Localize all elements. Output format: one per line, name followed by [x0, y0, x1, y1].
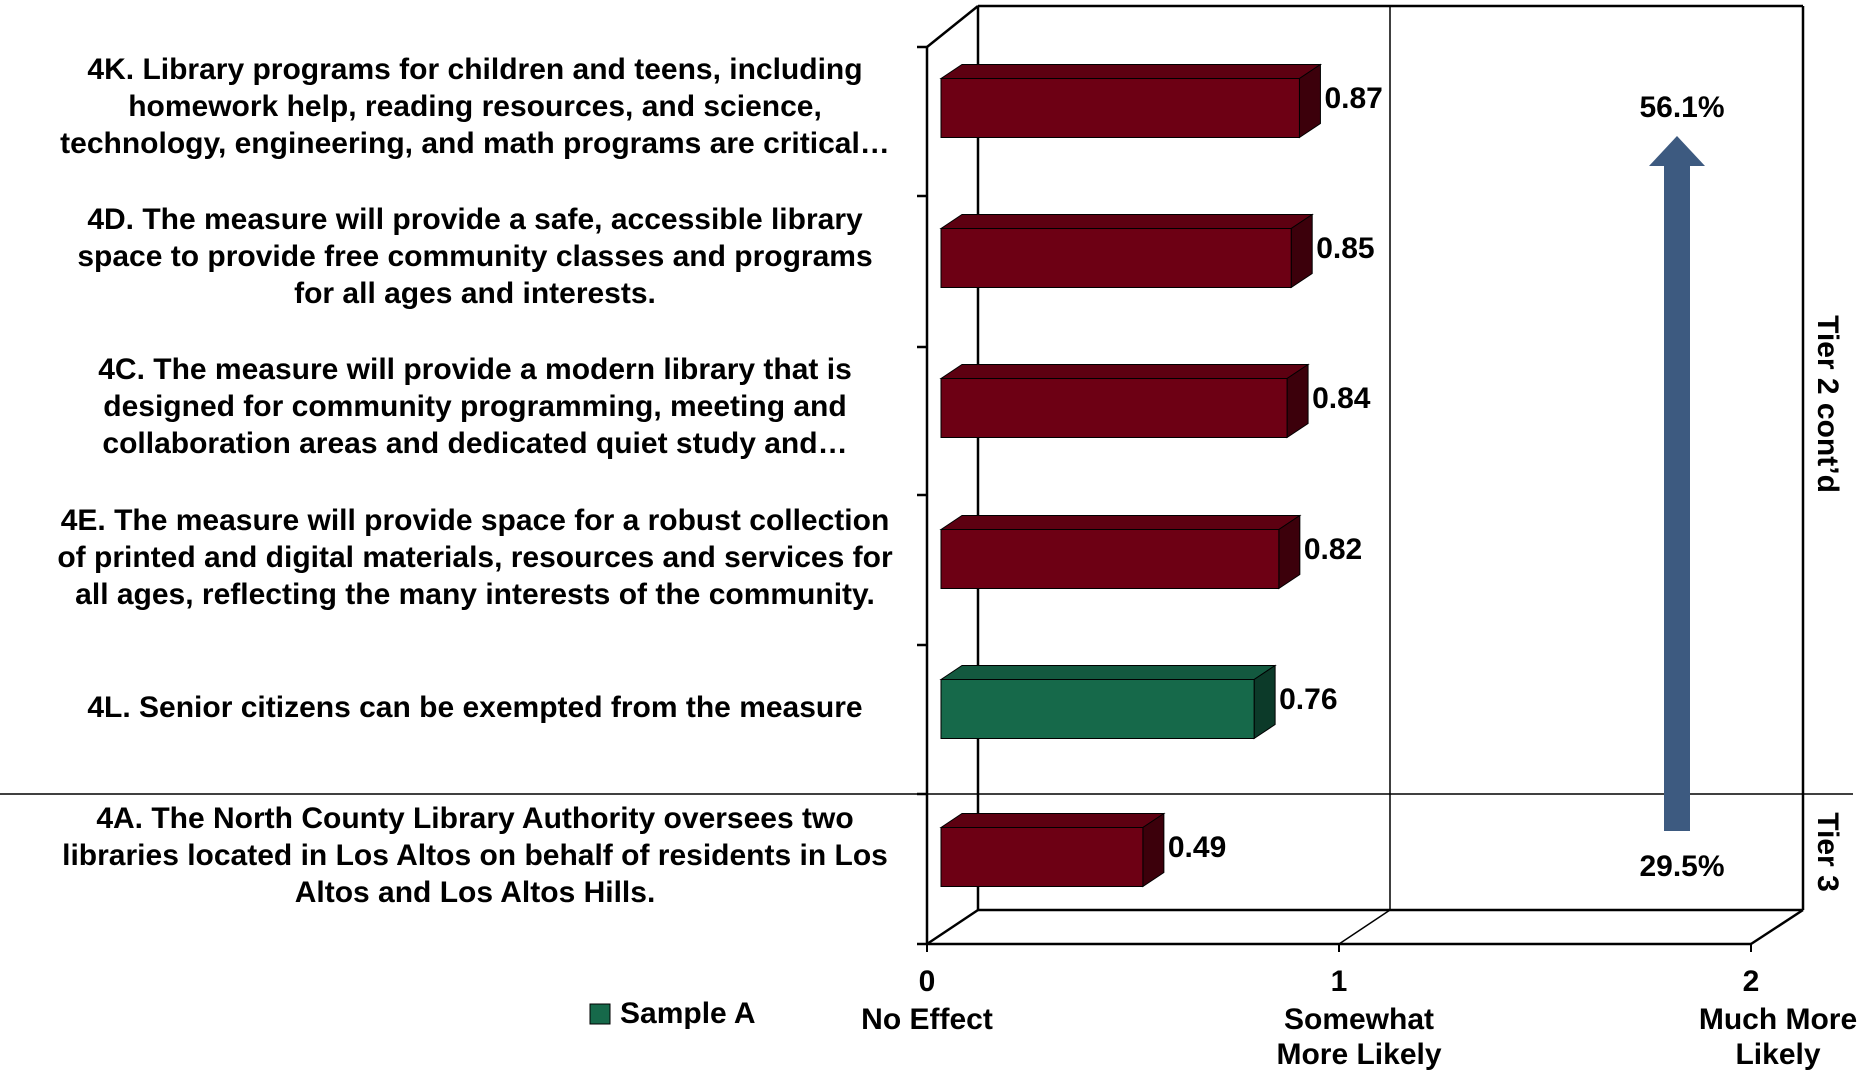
value-label: 0.87 — [1324, 82, 1382, 115]
bar-top — [939, 515, 1302, 530]
category-label: 4C. The measure will provide a modern li… — [98, 353, 852, 386]
bar-top — [939, 665, 1277, 680]
x-tick-label: 1 — [1331, 965, 1348, 998]
legend-swatch — [589, 1003, 611, 1025]
value-label: 0.82 — [1304, 533, 1362, 566]
bar-top — [939, 813, 1166, 828]
bar — [940, 827, 1144, 887]
x-tick-label: 0 — [919, 965, 936, 998]
bar — [940, 378, 1288, 438]
value-label: 0.85 — [1316, 232, 1374, 265]
arrow-shaft — [1664, 164, 1690, 831]
category-label: 4E. The measure will provide space for a… — [61, 504, 890, 537]
x-tick-caption: No Effect — [861, 1003, 993, 1036]
category-label: all ages, reflecting the many interests … — [75, 578, 875, 611]
category-label: space to provide free community classes … — [77, 240, 872, 273]
arrow-head — [1649, 136, 1705, 166]
value-label: 0.76 — [1279, 683, 1337, 716]
annotation: 56.1% — [1639, 91, 1724, 124]
legend-label: Sample A — [620, 997, 756, 1030]
x-tick-caption: Much More — [1699, 1003, 1857, 1036]
bar — [940, 679, 1255, 739]
category-label: technology, engineering, and math progra… — [60, 127, 890, 160]
category-label: 4A. The North County Library Authority o… — [96, 802, 853, 835]
category-label: 4K. Library programs for children and te… — [87, 53, 862, 86]
x-tick-label: 2 — [1743, 965, 1760, 998]
category-label: for all ages and interests. — [294, 277, 656, 310]
category-label: libraries located in Los Altos on behalf… — [62, 839, 888, 872]
x-tick-caption: Likely — [1735, 1038, 1820, 1071]
bar-top — [939, 214, 1314, 229]
bar-top — [939, 64, 1323, 79]
tier-label: Tier 2 cont’d — [1811, 315, 1844, 493]
bar — [940, 228, 1292, 288]
category-label: of printed and digital materials, resour… — [57, 541, 893, 574]
x-tick-caption: More Likely — [1276, 1038, 1441, 1071]
x-tick-caption: Somewhat — [1284, 1003, 1434, 1036]
category-label: Altos and Los Altos Hills. — [295, 876, 656, 909]
tier-label: Tier 3 — [1811, 812, 1844, 892]
category-label: designed for community programming, meet… — [103, 390, 846, 423]
category-label: 4D. The measure will provide a safe, acc… — [87, 203, 863, 236]
bar — [940, 529, 1280, 589]
bar-top — [939, 364, 1310, 379]
bar — [940, 78, 1300, 138]
category-label: collaboration areas and dedicated quiet … — [102, 427, 847, 460]
category-label: 4L. Senior citizens can be exempted from… — [87, 691, 862, 724]
annotation: 29.5% — [1639, 850, 1724, 883]
category-label: homework help, reading resources, and sc… — [128, 90, 822, 123]
value-label: 0.49 — [1168, 831, 1226, 864]
value-label: 0.84 — [1312, 382, 1371, 415]
